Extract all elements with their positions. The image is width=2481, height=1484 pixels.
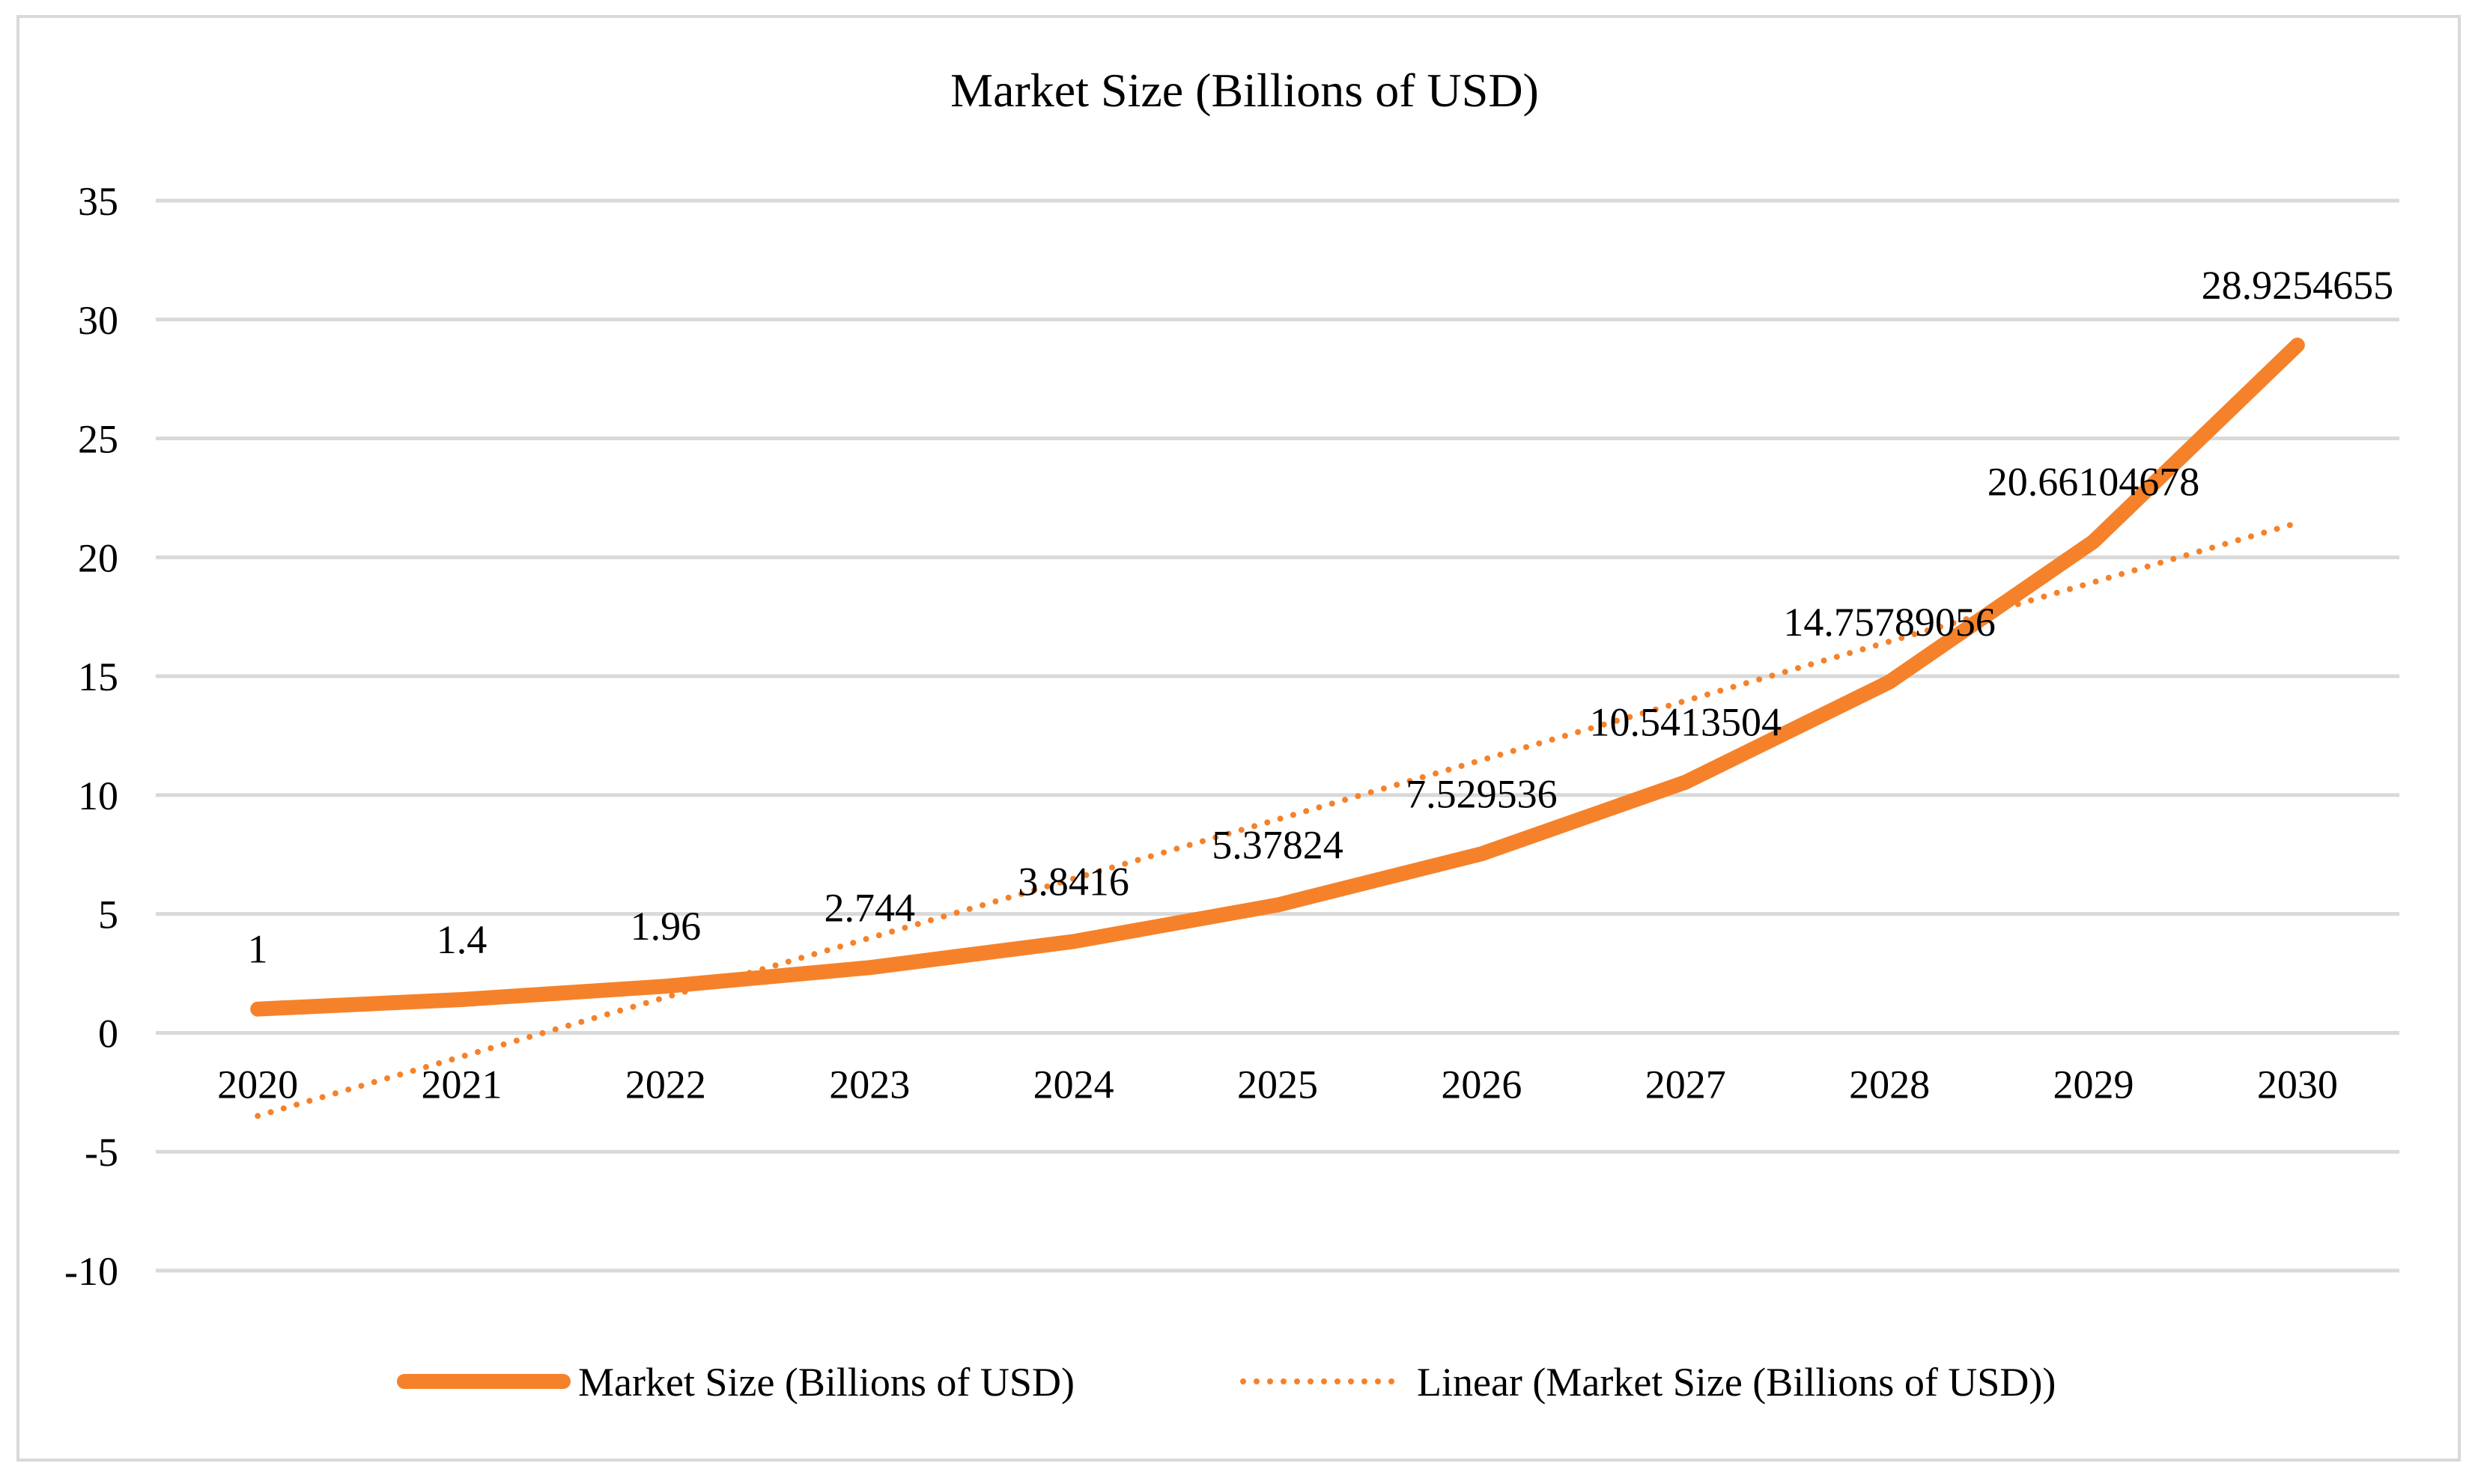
chart-title: Market Size (Billions of USD) [950,64,1539,117]
x-tick-label: 2026 [1441,1062,1522,1107]
x-tick-label: 2028 [1849,1062,1930,1107]
x-tick-label: 2022 [625,1062,706,1107]
data-label: 3.8416 [1018,859,1129,904]
data-label: 20.66104678 [1987,459,2200,504]
data-point-2025 [1277,904,1278,906]
data-labels: 1 1.4 1.96 2.744 3.8416 5.37824 7.529536 10.541… [248,263,2393,972]
trendline-layer [255,520,2301,1119]
data-point-2028 [1889,681,1890,683]
x-tick-label: 2020 [217,1062,298,1107]
y-tick-label: -10 [64,1249,118,1294]
y-tick-label: 15 [78,654,118,699]
data-point-2024 [1073,940,1075,942]
x-tick-label: 2029 [2053,1062,2134,1107]
y-tick-label: 20 [78,535,118,580]
data-label: 1.96 [631,904,702,949]
y-tick-label: 25 [78,417,118,462]
y-tick-label: -5 [85,1130,118,1175]
data-label: 5.37824 [1212,823,1343,868]
data-point-2027 [1685,782,1686,783]
legend-label-linear: Linear (Market Size (Billions of USD)) [1417,1360,2056,1405]
data-label: 28.9254655 [2202,263,2394,308]
data-label: 7.529536 [1406,771,1558,816]
data-label: 1 [248,927,268,972]
data-point-2026 [1481,853,1482,854]
y-tick-label: 0 [98,1011,118,1056]
legend-label-market-size: Market Size (Billions of USD) [578,1360,1075,1405]
y-tick-label: 5 [98,892,118,937]
series-layer [250,337,2305,1017]
chart-frame [16,15,2461,1462]
y-tick-label: 30 [78,298,118,343]
data-label: 10.5413504 [1589,700,1782,745]
y-tick-label: 10 [78,773,118,818]
data-point-2022 [665,985,666,987]
gridlines [156,198,2399,1273]
y-tick-label: 35 [78,179,118,224]
legend: Market Size (Billions of USD) Linear (Mar… [397,1360,2056,1405]
data-point-2030 [2297,344,2298,346]
y-axis-tick-labels: -10 -5 0 5 10 15 20 25 30 35 [64,179,118,1294]
data-label: 2.744 [825,885,916,930]
data-label: 14.75789056 [1783,600,1996,645]
x-tick-label: 2023 [829,1062,910,1107]
x-tick-label: 2025 [1237,1062,1318,1107]
data-point-2021 [461,999,463,1000]
data-point-2020 [257,1009,258,1010]
x-tick-label: 2030 [2257,1062,2338,1107]
trendline-linear [255,520,2301,1119]
x-tick-label: 2021 [422,1062,502,1107]
data-point-2029 [2092,541,2094,542]
x-tick-label: 2024 [1033,1062,1114,1107]
data-label: 1.4 [437,917,488,962]
data-point-2023 [869,967,870,968]
x-axis-tick-labels: 2020 2021 2022 2023 2024 2025 2026 2027 2028 2029… [217,1062,2338,1107]
x-tick-label: 2027 [1645,1062,1726,1107]
series-line-market-size [250,337,2305,1017]
